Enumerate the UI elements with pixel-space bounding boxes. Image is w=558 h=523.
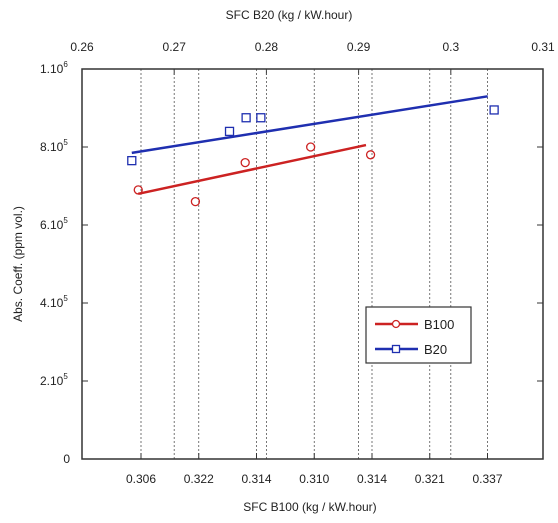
legend-label-b20: B20: [424, 342, 447, 357]
fit-line-b100: [137, 143, 367, 196]
y-tick-label: 8.105: [40, 138, 68, 154]
legend-marker-b20: [391, 344, 401, 354]
legend-marker-b100: [391, 319, 401, 329]
legend: B100 B20: [365, 306, 472, 364]
y-axis-title: Abs. Coeff. (ppm vol.): [11, 206, 25, 322]
bottom-tick-label: 0.321: [415, 472, 445, 486]
top-axis-title: SFC B20 (kg / kW.hour): [226, 8, 353, 22]
y-tick-label: 1.106: [40, 60, 68, 76]
point-b100: [133, 185, 143, 195]
point-b20: [489, 105, 499, 115]
y-axis-ticks: 0 2.105 4.105 6.105 8.105 1.106: [40, 60, 543, 466]
top-tick-label: 0.26: [70, 40, 94, 54]
top-tick-label: 0.3: [442, 40, 459, 54]
bottom-axis-title: SFC B100 (kg / kW.hour): [243, 500, 376, 514]
legend-label-b100: B100: [424, 317, 454, 332]
gridlines: [140, 69, 488, 459]
bottom-tick-label: 0.337: [472, 472, 502, 486]
point-b20: [224, 126, 235, 137]
point-b100: [306, 142, 316, 152]
bottom-tick-label: 0.314: [241, 472, 271, 486]
legend-box: [365, 306, 472, 364]
point-b100: [365, 150, 376, 160]
bottom-tick-label: 0.314: [357, 472, 387, 486]
top-tick-label: 0.31: [531, 40, 555, 54]
series-layer: [127, 95, 499, 207]
bottom-tick-label: 0.322: [184, 472, 214, 486]
top-tick-label: 0.27: [163, 40, 187, 54]
bottom-tick-label: 0.310: [299, 472, 329, 486]
point-b20: [127, 155, 137, 166]
point-b20: [241, 113, 251, 123]
y-tick-label: 4.105: [40, 294, 68, 310]
y-tick-label: 0: [63, 452, 70, 466]
top-tick-label: 0.29: [347, 40, 371, 54]
point-b20: [256, 113, 266, 123]
plot-area: [81, 68, 544, 460]
point-b100: [190, 196, 201, 207]
point-b100: [240, 157, 250, 168]
top-tick-label: 0.28: [255, 40, 279, 54]
bottom-axis-ticks: 0.306 0.322 0.314 0.310 0.314 0.321 0.337: [126, 453, 503, 486]
fit-line-b20: [131, 95, 488, 155]
y-tick-label: 6.105: [40, 216, 68, 232]
bottom-tick-label: 0.306: [126, 472, 156, 486]
y-tick-label: 2.105: [40, 372, 68, 388]
